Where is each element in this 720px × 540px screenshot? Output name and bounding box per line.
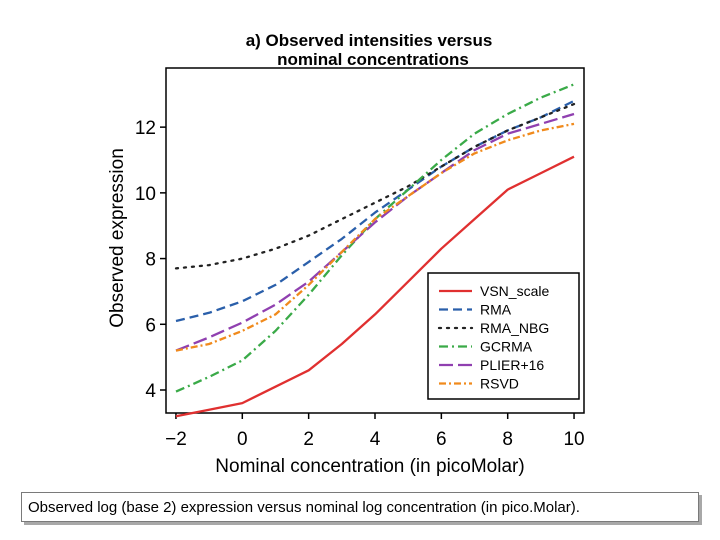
chart: a) Observed intensities versus nominal c… (107, 31, 585, 477)
y-tick-label: 4 (145, 381, 156, 402)
y-tick-label: 6 (145, 315, 156, 336)
x-tick-label: −2 (165, 429, 187, 450)
legend: VSN_scale RMA RMA_NBG GCRMA PLIER+16 RSVD (427, 272, 580, 400)
y-tick-label: 8 (145, 250, 156, 271)
x-tick-label: 6 (436, 429, 447, 450)
chart-title-line-1: a) Observed intensities versus (246, 31, 493, 50)
y-tick-label: 12 (135, 118, 156, 139)
y-tick-label: 10 (135, 184, 156, 205)
y-axis: 4 6 8 10 12 (135, 118, 166, 402)
x-tick-label: 0 (237, 429, 248, 450)
x-axis-label: Nominal concentration (in picoMolar) (215, 456, 524, 477)
chart-title-line-2: nominal concentrations (277, 50, 469, 69)
x-tick-label: 10 (563, 429, 584, 450)
legend-entry: RMA (480, 302, 512, 318)
y-axis-label: Observed expression (107, 148, 128, 328)
series-line-rsvd (175, 122, 575, 352)
series-layer (174, 83, 576, 418)
series-line-rma-nbg (174, 102, 576, 270)
x-tick-label: 2 (303, 429, 314, 450)
series-line-vsn-scale (175, 155, 575, 418)
series-line-plier-16 (175, 112, 575, 352)
legend-entry: RMA_NBG (480, 320, 549, 336)
legend-entry: VSN_scale (480, 283, 549, 299)
figure-caption: Observed log (base 2) expression versus … (21, 492, 699, 522)
x-axis: −2 0 2 4 6 8 10 (165, 413, 585, 450)
x-tick-label: 8 (502, 429, 513, 450)
legend-entry: RSVD (480, 376, 519, 392)
legend-entry: GCRMA (480, 339, 533, 355)
x-tick-label: 4 (370, 429, 381, 450)
legend-box (427, 272, 580, 400)
legend-entry: PLIER+16 (480, 357, 544, 373)
